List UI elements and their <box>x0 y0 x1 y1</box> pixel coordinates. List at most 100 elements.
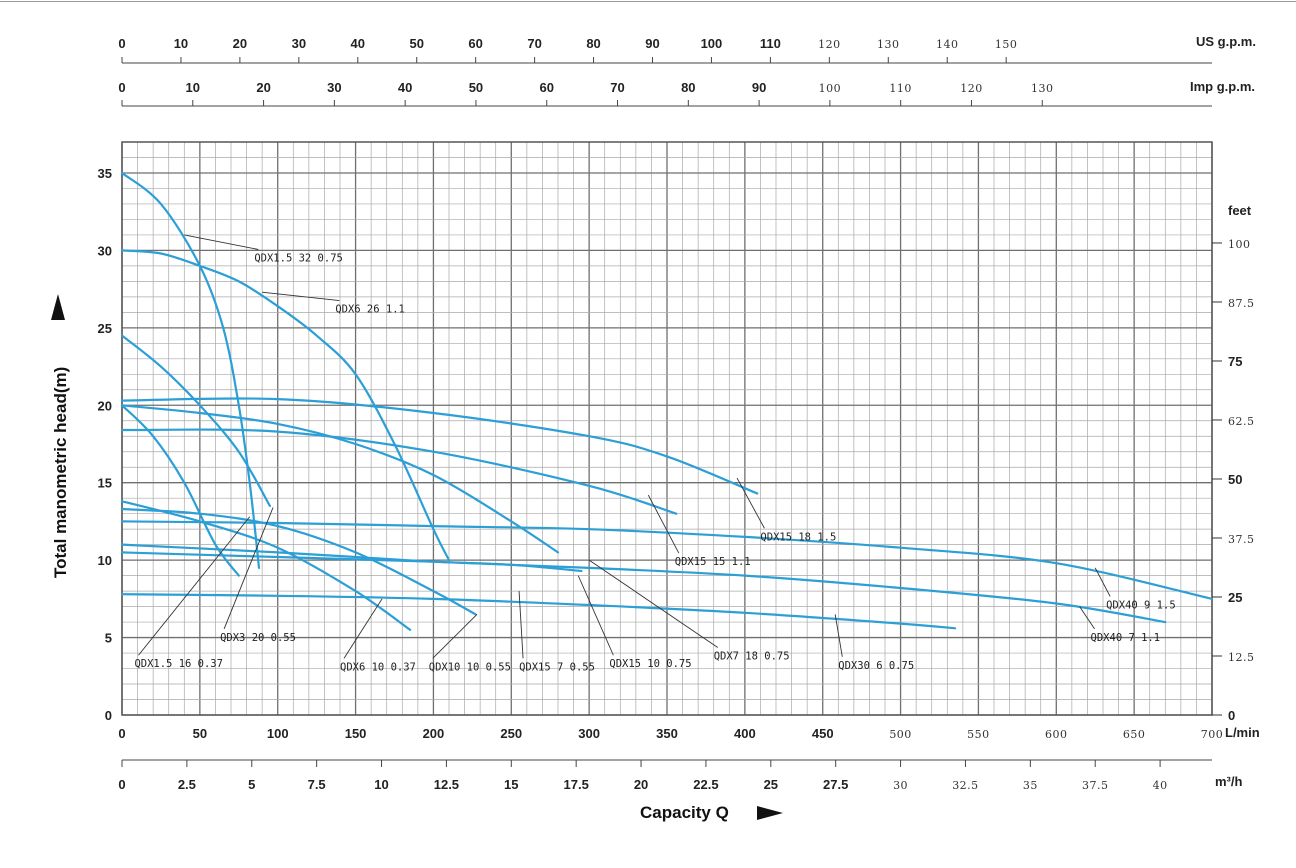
curve-label: QDX7 18 0.75 <box>714 651 790 663</box>
x-tick-label: 0 <box>118 726 125 741</box>
y-tick-label: 30 <box>98 243 112 258</box>
m3h-tick-label: 35 <box>1023 779 1038 792</box>
curve-label: QDX40 9 1.5 <box>1106 599 1176 611</box>
impgpm-tick-label: 60 <box>540 80 554 95</box>
usgpm-tick-label: 70 <box>527 36 541 51</box>
m3h-tick-label: 2.5 <box>178 777 196 792</box>
usgpm-tick-label: 10 <box>174 36 188 51</box>
x-tick-label: 200 <box>423 726 445 741</box>
x-axis-title: Capacity Q <box>640 803 729 822</box>
impgpm-tick-label: 130 <box>1031 82 1054 95</box>
m3h-tick-label: 10 <box>374 777 388 792</box>
leader-line <box>184 234 259 250</box>
plot-frame <box>121 141 1213 716</box>
curve-label: QDX6 10 0.37 <box>340 661 416 673</box>
curve-qdx30-6-0-75 <box>120 551 1167 624</box>
curve-label: QDX15 7 0.55 <box>519 661 595 673</box>
curve-label: QDX10 10 0.55 <box>429 661 511 673</box>
x-tick-label: 300 <box>578 726 600 741</box>
curve-label: QDX15 18 1.5 <box>760 531 836 543</box>
y-tick-label: 10 <box>98 553 112 568</box>
curve-label: QDX1.5 32 0.75 <box>254 253 343 265</box>
impgpm-tick-label: 110 <box>889 82 912 95</box>
impgpm-tick-label: 40 <box>398 80 412 95</box>
x-tick-label: 350 <box>656 726 678 741</box>
x-tick-label: 600 <box>1045 728 1068 741</box>
usgpm-tick-label: 140 <box>936 38 959 51</box>
m3h-tick-label: 32.5 <box>952 779 979 792</box>
leader-line <box>343 598 383 659</box>
m3h-tick-label: 12.5 <box>434 777 459 792</box>
m3h-tick-label: 40 <box>1153 779 1168 792</box>
usgpm-tick-label: 0 <box>118 36 125 51</box>
x-tick-label: 250 <box>500 726 522 741</box>
impgpm-tick-label: 100 <box>819 82 842 95</box>
leader-line <box>223 507 274 630</box>
x-tick-label: 50 <box>193 726 207 741</box>
curve-qdx15-18-1-5 <box>120 397 759 495</box>
leader-line <box>577 575 614 656</box>
x-tick-label: 100 <box>267 726 289 741</box>
feet-tick-label: 12.5 <box>1228 651 1255 664</box>
lmin-unit-label: L/min <box>1225 725 1260 740</box>
leader-line <box>1079 606 1095 630</box>
y-tick-label: 20 <box>98 398 112 413</box>
impgpm-tick-label: 90 <box>752 80 766 95</box>
usgpm-tick-label: 120 <box>818 38 841 51</box>
leader-line <box>432 614 478 659</box>
usgpm-tick-label: 30 <box>292 36 306 51</box>
curve-qdx15-15-1-1 <box>120 428 678 515</box>
usgpm-tick-label: 100 <box>701 36 723 51</box>
curve-qdx6-26-1-1 <box>120 249 451 562</box>
curve-qdx7-18-0-75 <box>120 404 560 554</box>
y-tick-label: 35 <box>98 166 112 181</box>
m3h-tick-label: 37.5 <box>1082 779 1109 792</box>
x-tick-label: 650 <box>1123 728 1146 741</box>
leader-line <box>736 477 765 529</box>
leader-line <box>647 494 680 554</box>
impgpm-tick-label: 0 <box>118 80 125 95</box>
x-tick-label: 400 <box>734 726 756 741</box>
usgpm-tick-label: 20 <box>233 36 247 51</box>
feet-tick-label: 25 <box>1228 590 1242 605</box>
m3h-tick-label: 30 <box>893 779 908 792</box>
x-axis-arrow-icon <box>757 806 783 820</box>
feet-tick-label: 62.5 <box>1228 415 1255 428</box>
y-tick-label: 25 <box>98 321 112 336</box>
usgpm-tick-label: 130 <box>877 38 900 51</box>
leader-line <box>518 591 524 659</box>
feet-tick-label: 75 <box>1228 354 1242 369</box>
usgpm-tick-label: 150 <box>995 38 1018 51</box>
m3h-tick-label: 7.5 <box>308 777 326 792</box>
x-tick-label: 150 <box>345 726 367 741</box>
usgpm-tick-label: 50 <box>409 36 423 51</box>
impgpm-tick-label: 20 <box>256 80 270 95</box>
y-axis-arrow-icon <box>51 294 65 320</box>
curve-qdx3-20-0-55 <box>120 334 271 507</box>
m3h-tick-label: 17.5 <box>564 777 589 792</box>
impgpm-tick-label: 120 <box>960 82 983 95</box>
usgpm-tick-label: 60 <box>468 36 482 51</box>
curve-label: QDX3 20 0.55 <box>220 632 296 644</box>
leader-line <box>588 559 718 648</box>
impgpm-tick-label: 80 <box>681 80 695 95</box>
impgpm-tick-label: 30 <box>327 80 341 95</box>
m3h-tick-label: 15 <box>504 777 518 792</box>
m3h-tick-label: 20 <box>634 777 648 792</box>
curve-qdx15-7-0-55 <box>120 593 957 630</box>
usgpm-unit-label: US g.p.m. <box>1196 34 1256 49</box>
m3h-unit-label: m³/h <box>1215 774 1243 789</box>
leader-line <box>834 614 843 657</box>
impgpm-unit-label: Imp g.p.m. <box>1190 79 1255 94</box>
feet-tick-label: 37.5 <box>1228 533 1255 546</box>
x-tick-label: 500 <box>889 728 912 741</box>
curve-label: QDX15 15 1.1 <box>675 556 751 568</box>
usgpm-tick-label: 80 <box>586 36 600 51</box>
impgpm-tick-label: 70 <box>610 80 624 95</box>
impgpm-tick-label: 10 <box>186 80 200 95</box>
feet-axis-label: feet <box>1228 203 1252 218</box>
curve-label: QDX40 7 1.1 <box>1091 632 1161 644</box>
m3h-tick-label: 25 <box>764 777 778 792</box>
